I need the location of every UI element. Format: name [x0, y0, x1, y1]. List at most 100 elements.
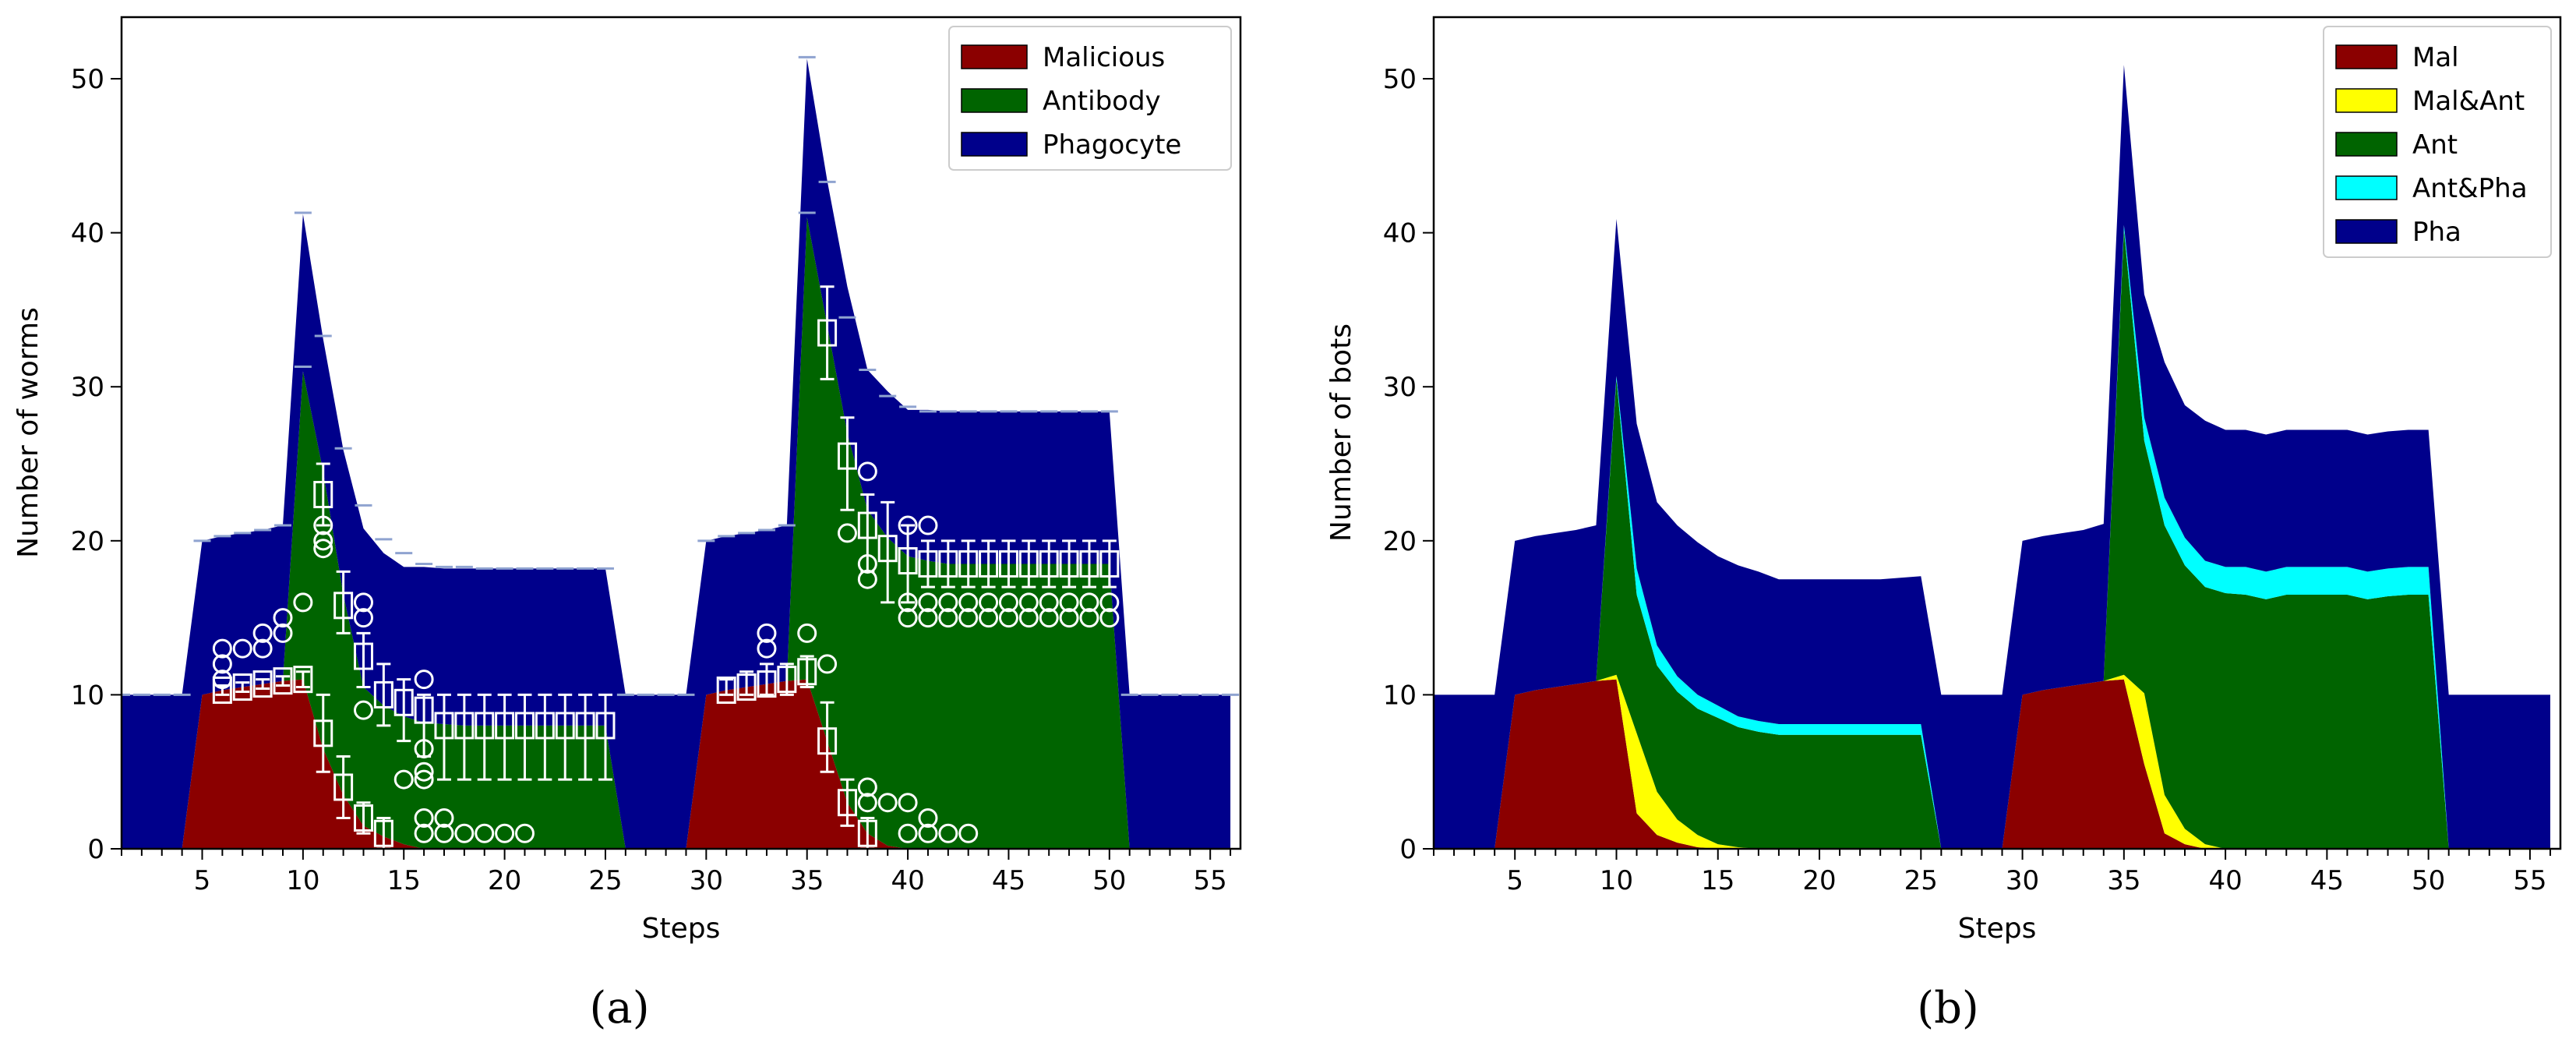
- series-area-pha: [1434, 65, 2550, 849]
- outlier-circle: [1059, 608, 1079, 628]
- outlier-circle: [293, 592, 313, 613]
- x-tick-label: 45: [992, 865, 1025, 896]
- x-tick-label: 20: [1802, 865, 1836, 896]
- legend-label: Ant: [2412, 129, 2458, 161]
- legend-label: Antibody: [1043, 86, 1161, 117]
- outlier-circle: [877, 793, 898, 813]
- outlier-circle: [898, 793, 918, 813]
- x-axis-label-a: Steps: [642, 913, 721, 945]
- outlier-circle: [212, 670, 232, 690]
- legend-swatch: [2335, 44, 2398, 69]
- y-tick-label: 0: [87, 834, 104, 865]
- outlier-circle: [938, 608, 958, 628]
- outlier-circle: [1079, 592, 1099, 613]
- box-marker: [252, 670, 273, 698]
- legend-label: Ant&Pha: [2412, 173, 2528, 204]
- legend-swatch: [961, 44, 1028, 69]
- outlier-circle: [1079, 608, 1099, 628]
- outlier-circle: [998, 592, 1018, 613]
- box-marker: [353, 804, 373, 832]
- box-marker: [1018, 550, 1039, 578]
- box-marker: [353, 642, 373, 670]
- x-tick-label: 35: [2107, 865, 2140, 896]
- outlier-circle: [414, 670, 434, 690]
- box-marker: [373, 680, 393, 709]
- outlier-circle: [393, 769, 414, 790]
- axes-b: 5 10 15 20 25 30 35 40 45 50 55 0 10 20 30 40 50: [1383, 64, 2551, 896]
- box-marker: [817, 319, 838, 347]
- outlier-circle: [475, 823, 495, 843]
- legend-b: Mal Mal&Ant Ant Ant&Pha Pha: [2323, 26, 2552, 258]
- y-tick-label: 0: [1399, 834, 1417, 865]
- outlier-circle: [232, 638, 252, 659]
- box-marker: [857, 819, 877, 847]
- legend-label: Mal&Ant: [2412, 86, 2525, 117]
- series-area-ant: [1434, 229, 2550, 849]
- box-marker: [293, 666, 313, 694]
- x-tick-label: 55: [1194, 865, 1227, 896]
- y-tick-label: 30: [1383, 372, 1417, 403]
- x-tick-label: 25: [1904, 865, 1938, 896]
- outlier-circle: [918, 823, 938, 843]
- outlier-circle: [857, 569, 877, 589]
- box-marker: [333, 592, 354, 620]
- plot-area-a: [122, 58, 1231, 849]
- x-tick-label: 40: [2208, 865, 2242, 896]
- box-marker: [495, 712, 515, 740]
- x-tick-label: 5: [194, 865, 211, 896]
- x-axis-label-b: Steps: [1958, 913, 2037, 945]
- outlier-circle: [1018, 592, 1039, 613]
- legend-swatch: [2335, 132, 2398, 157]
- outlier-circle: [938, 592, 958, 613]
- legend-label: Malicious: [1043, 42, 1165, 73]
- legend-label: Mal: [2412, 42, 2459, 73]
- outlier-circle: [857, 777, 877, 797]
- outlier-circle: [938, 823, 958, 843]
- outlier-circle: [1099, 592, 1120, 613]
- box-marker: [757, 670, 777, 698]
- outlier-circle: [1039, 608, 1059, 628]
- outlier-circle: [898, 515, 918, 535]
- box-marker: [273, 667, 293, 695]
- chart-panel-b: 5 10 15 20 25 30 35 40 45 50 55 0 10 20 30 40 50 Steps N…: [1325, 16, 2562, 1034]
- legend-label: Phagocyte: [1043, 129, 1181, 161]
- x-tick-label: 30: [690, 865, 723, 896]
- box-marker: [716, 676, 736, 704]
- box-marker: [857, 511, 877, 539]
- box-marker: [898, 547, 918, 575]
- x-tick-label: 50: [2412, 865, 2445, 896]
- outlier-circle: [898, 608, 918, 628]
- outlier-circle: [898, 823, 918, 843]
- axes-frame-b: [1432, 16, 2562, 850]
- outlier-circle: [918, 592, 938, 613]
- outlier-circle: [514, 823, 535, 843]
- outlier-circle: [252, 623, 273, 643]
- y-tick-label: 40: [71, 218, 104, 249]
- x-tick-label: 30: [2006, 865, 2039, 896]
- plot-area-b: [1434, 65, 2550, 849]
- outlier-circle: [958, 592, 979, 613]
- box-marker: [918, 550, 938, 578]
- outlier-circle: [817, 654, 838, 674]
- box-marker: [998, 550, 1018, 578]
- outlier-circle: [434, 807, 454, 828]
- y-tick-label: 30: [71, 372, 104, 403]
- outlier-circle: [414, 807, 434, 828]
- outlier-circle: [414, 769, 434, 790]
- outlier-circle: [414, 762, 434, 782]
- box-marker: [1099, 550, 1120, 578]
- y-tick-label: 40: [1383, 218, 1417, 249]
- outlier-circle: [958, 608, 979, 628]
- outlier-circle: [998, 608, 1018, 628]
- box-marker: [575, 712, 595, 740]
- x-tick-label: 45: [2310, 865, 2344, 896]
- y-tick-label: 10: [71, 680, 104, 711]
- legend-swatch: [2335, 175, 2398, 200]
- box-marker: [313, 481, 333, 509]
- outlier-circle: [1018, 608, 1039, 628]
- series-area-mal: [1434, 679, 2550, 849]
- x-tick-label: 55: [2513, 865, 2546, 896]
- outlier-circle: [979, 608, 999, 628]
- outlier-circle: [857, 461, 877, 482]
